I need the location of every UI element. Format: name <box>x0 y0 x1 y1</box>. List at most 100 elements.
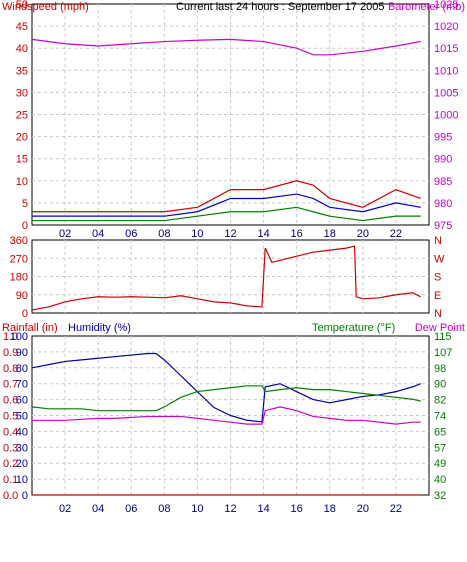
humidity-tick-label: 50 <box>16 411 28 423</box>
x-tick-label: 10 <box>191 503 203 515</box>
wind-tick-label: 30 <box>16 87 28 99</box>
direction-tick-label: 360 <box>10 235 28 247</box>
compass-tick-label: W <box>434 253 445 265</box>
humidity-tick-label: 70 <box>16 379 28 391</box>
direction-tick-label: 180 <box>10 272 28 284</box>
baro-tick-label: 1010 <box>434 65 458 77</box>
wind-tick-label: 20 <box>16 132 28 144</box>
humidity-tick-label: 0 <box>22 490 28 502</box>
rain-axis-title: Rainfall (in) <box>2 322 58 334</box>
temperature-tick-label: 107 <box>434 347 452 359</box>
x-tick-label: 18 <box>324 228 336 240</box>
rain-tick-label: 0.2 <box>3 458 18 470</box>
x-tick-label: 12 <box>224 228 236 240</box>
x-tick-label: 14 <box>257 503 269 515</box>
temperature-axis-title: Temperature (°F) <box>312 322 395 334</box>
x-tick-label: 08 <box>158 228 170 240</box>
compass-tick-label: N <box>434 235 442 247</box>
windspeed-line <box>32 206 421 222</box>
direction-tick-label: 90 <box>16 290 28 302</box>
humidity-tick-label: 60 <box>16 395 28 407</box>
baro-tick-label: 980 <box>434 198 452 210</box>
rain-tick-label: 0.9 <box>3 347 18 359</box>
baro-tick-label: 975 <box>434 220 452 232</box>
wind-tick-label: 5 <box>22 198 28 210</box>
humidity-axis-title: Humidity (%) <box>68 322 131 334</box>
temperature-tick-label: 32 <box>434 490 446 502</box>
x-tick-label: 02 <box>59 228 71 240</box>
humidity-tick-label: 80 <box>16 363 28 375</box>
temperature-tick-label: 82 <box>434 395 446 407</box>
windspeed-line <box>32 180 421 213</box>
x-tick-label: 20 <box>357 503 369 515</box>
rain-tick-label: 0.7 <box>3 379 18 391</box>
humidity-tick-label: 90 <box>16 347 28 359</box>
wind-tick-label: 10 <box>16 176 28 188</box>
wind-tick-label: 15 <box>16 154 28 166</box>
x-tick-label: 14 <box>257 228 269 240</box>
humidity-tick-label: 40 <box>16 426 28 438</box>
baro-tick-label: 1015 <box>434 43 458 55</box>
wind-tick-label: 40 <box>16 43 28 55</box>
rain-tick-label: 0.3 <box>3 442 18 454</box>
direction-tick-label: 0 <box>22 308 28 320</box>
temperature-tick-label: 90 <box>434 379 446 391</box>
humidity-tick-label: 30 <box>16 442 28 454</box>
x-tick-label: 20 <box>357 228 369 240</box>
barometer-line <box>31 38 421 56</box>
direction-tick-label: 270 <box>10 253 28 265</box>
baro-tick-label: 990 <box>434 154 452 166</box>
x-tick-label: 18 <box>324 503 336 515</box>
x-tick-label: 10 <box>191 228 203 240</box>
x-tick-label: 16 <box>291 228 303 240</box>
baro-tick-label: 1020 <box>434 21 458 33</box>
x-tick-label: 12 <box>224 503 236 515</box>
dewpoint-line <box>32 406 421 425</box>
temperature-tick-label: 115 <box>434 331 452 343</box>
compass-tick-label: E <box>434 290 441 302</box>
temperature-tick-label: 74 <box>434 411 446 423</box>
dewpoint-axis-title: Dew Point <box>415 322 465 334</box>
x-tick-label: 16 <box>291 503 303 515</box>
rain-tick-label: 1.0 <box>3 331 18 343</box>
temperature-tick-label: 40 <box>434 474 446 486</box>
baro-tick-label: 1025 <box>434 0 458 11</box>
baro-axis-title: Barometer (mb) <box>388 1 465 13</box>
temperature-line <box>31 385 421 412</box>
x-tick-label: 06 <box>125 228 137 240</box>
temperature-tick-label: 49 <box>434 458 446 470</box>
wind-tick-label: 35 <box>16 65 28 77</box>
x-tick-label: 22 <box>390 228 402 240</box>
rain-tick-label: 0.1 <box>3 474 18 486</box>
temperature-tick-label: 98 <box>434 363 446 375</box>
rain-tick-label: 0.8 <box>3 363 18 375</box>
x-tick-label: 04 <box>92 228 104 240</box>
rain-tick-label: 0.0 <box>3 490 18 502</box>
temperature-tick-label: 65 <box>434 426 446 438</box>
x-tick-label: 22 <box>390 503 402 515</box>
rain-tick-label: 0.5 <box>3 411 18 423</box>
baro-tick-label: 1000 <box>434 110 458 122</box>
wind-direction-line <box>31 245 421 311</box>
wind-tick-label: 0 <box>22 220 28 232</box>
x-tick-label: 02 <box>59 503 71 515</box>
chart-title: Current last 24 hours : September 17 200… <box>176 1 385 13</box>
windspeed-line <box>32 193 421 217</box>
compass-tick-label: N <box>434 308 442 320</box>
baro-tick-label: 1005 <box>434 87 458 99</box>
compass-tick-label: S <box>434 272 441 284</box>
label-layer: 0510152025303540455097598098599099510001… <box>3 0 458 515</box>
rain-tick-label: 0.6 <box>3 395 18 407</box>
wind-axis-title: Windspeed (mph) <box>2 1 89 13</box>
humidity-line <box>31 352 421 423</box>
baro-tick-label: 985 <box>434 176 452 188</box>
x-tick-label: 04 <box>92 503 104 515</box>
wind-tick-label: 50 <box>16 0 28 11</box>
x-tick-label: 08 <box>158 503 170 515</box>
series-layer <box>31 38 421 496</box>
humidity-tick-label: 10 <box>16 474 28 486</box>
rain-tick-label: 0.4 <box>3 426 18 438</box>
baro-tick-label: 995 <box>434 132 452 144</box>
wind-tick-label: 25 <box>16 110 28 122</box>
